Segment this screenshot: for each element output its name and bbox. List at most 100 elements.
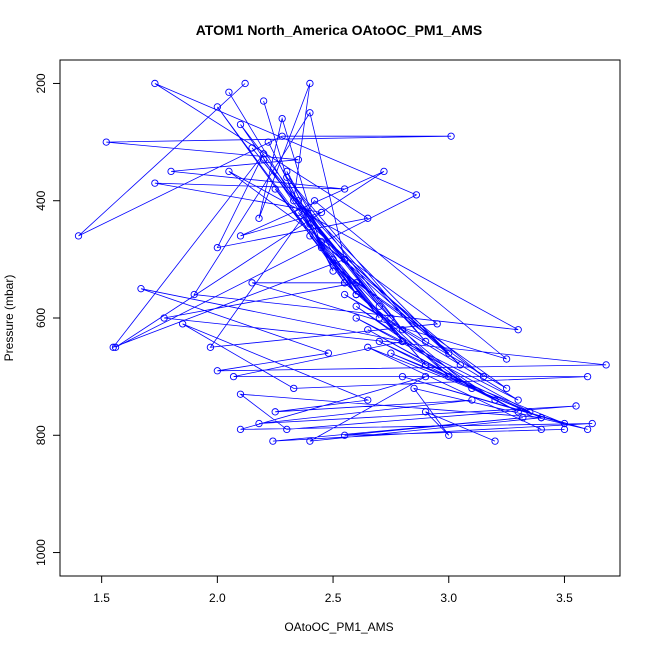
data-point xyxy=(560,425,569,434)
x-axis-label: OAtoOC_PM1_AMS xyxy=(284,620,393,634)
data-point xyxy=(278,132,286,140)
data-point xyxy=(340,431,349,439)
data-point xyxy=(421,372,430,381)
data-point xyxy=(109,343,117,351)
data-point xyxy=(283,173,291,181)
data-point xyxy=(447,132,455,140)
data-layer xyxy=(74,79,610,445)
x-tick-label: 3.0 xyxy=(440,591,457,605)
data-point xyxy=(588,419,596,428)
y-axis-label: Pressure (mbar) xyxy=(2,275,16,362)
data-point xyxy=(502,355,511,363)
data-point xyxy=(526,408,534,416)
data-point xyxy=(206,343,215,351)
data-point xyxy=(160,314,168,322)
data-point xyxy=(225,167,233,176)
data-point xyxy=(364,214,372,222)
data-point xyxy=(602,361,610,369)
data-point xyxy=(491,396,499,404)
data-point xyxy=(352,314,360,322)
data-point xyxy=(340,290,349,299)
series-line xyxy=(217,92,542,430)
data-point xyxy=(264,138,272,146)
data-point xyxy=(255,419,263,428)
data-point xyxy=(514,396,522,404)
data-point xyxy=(375,337,383,346)
data-point xyxy=(167,167,175,176)
data-point xyxy=(329,261,337,269)
data-point xyxy=(468,384,476,393)
data-point xyxy=(290,384,298,393)
data-point xyxy=(248,279,256,287)
data-point xyxy=(310,197,319,205)
chart-title: ATOM1 North_America OAtoOC_PM1_AMS xyxy=(196,22,483,38)
x-axis: 1.5 2.0 2.5 3.0 3.5 xyxy=(93,576,573,605)
data-point xyxy=(340,185,349,193)
data-point xyxy=(324,349,333,357)
data-point xyxy=(306,79,314,88)
data-point xyxy=(283,167,291,176)
data-point xyxy=(225,88,233,96)
plot-frame xyxy=(59,59,621,577)
x-tick-label: 2.0 xyxy=(209,591,226,605)
data-point xyxy=(514,326,522,334)
data-point xyxy=(317,238,326,246)
y-tick-label: 1000 xyxy=(34,539,48,566)
data-point xyxy=(248,144,256,152)
data-point xyxy=(213,103,222,111)
data-point xyxy=(259,156,268,164)
data-point xyxy=(269,437,277,445)
data-point xyxy=(572,402,580,410)
data-point xyxy=(213,367,222,375)
data-point xyxy=(421,361,430,369)
data-point xyxy=(398,326,407,334)
data-point xyxy=(433,320,441,328)
data-point xyxy=(306,109,314,117)
data-point xyxy=(236,232,245,240)
data-point xyxy=(236,120,245,129)
data-point xyxy=(151,179,159,187)
data-point xyxy=(445,431,453,439)
data-point xyxy=(306,437,314,445)
y-tick-label: 600 xyxy=(34,308,48,328)
data-point xyxy=(364,396,372,404)
data-point xyxy=(229,372,238,381)
data-point xyxy=(412,191,421,199)
data-point xyxy=(421,337,430,346)
data-point xyxy=(352,290,360,299)
x-tick-label: 2.5 xyxy=(325,591,342,605)
data-point xyxy=(560,419,569,428)
data-point xyxy=(479,372,488,381)
data-point xyxy=(375,302,383,310)
data-point xyxy=(241,79,249,88)
data-point xyxy=(151,79,159,88)
series-line xyxy=(258,83,588,442)
data-point xyxy=(294,197,302,205)
data-point xyxy=(278,114,286,123)
data-point xyxy=(421,408,430,416)
data-point xyxy=(340,279,349,287)
data-point xyxy=(445,349,453,357)
data-point xyxy=(213,243,222,252)
data-point xyxy=(236,425,245,434)
data-point xyxy=(364,326,372,334)
data-point xyxy=(456,361,464,369)
y-tick-label: 400 xyxy=(34,190,48,210)
data-point xyxy=(178,320,187,328)
data-point xyxy=(255,214,263,222)
data-point xyxy=(514,408,522,416)
x-tick-label: 1.5 xyxy=(93,591,110,605)
data-point xyxy=(537,414,545,422)
data-point xyxy=(583,372,592,381)
y-axis: 200 400 600 800 1000 xyxy=(34,73,60,566)
data-point xyxy=(502,384,511,393)
x-tick-label: 3.5 xyxy=(556,591,573,605)
series-line xyxy=(78,83,607,442)
data-point xyxy=(317,208,326,217)
data-point xyxy=(137,285,145,293)
data-point xyxy=(259,97,268,105)
data-point xyxy=(352,302,360,310)
data-point xyxy=(398,372,407,381)
data-point xyxy=(537,425,545,434)
